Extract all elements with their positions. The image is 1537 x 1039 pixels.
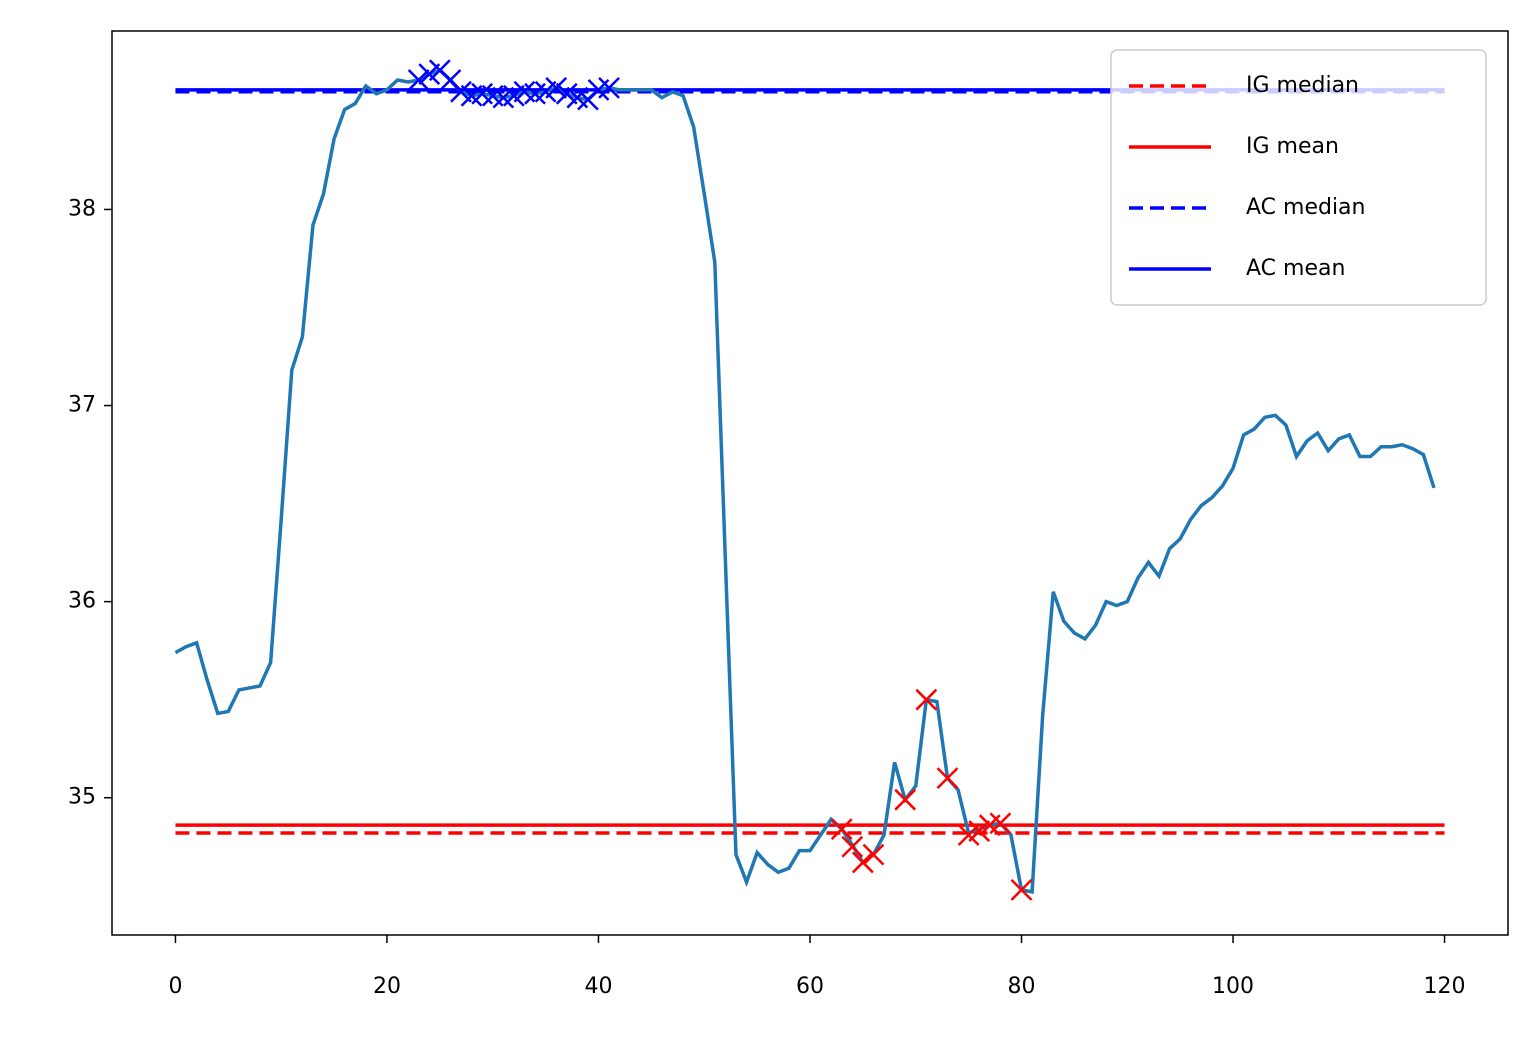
x-marker: [915, 688, 938, 711]
x-tick-label: 0: [168, 974, 182, 999]
plot-frame: [111, 30, 1509, 936]
x-marker: [1010, 879, 1033, 901]
legend-label: IG mean: [1246, 134, 1339, 159]
legend-label: AC median: [1246, 195, 1366, 220]
x-tick-label: 40: [584, 974, 612, 999]
data-line: [174, 68, 1436, 894]
x-marker: [841, 835, 864, 858]
legend-label: IG median: [1246, 73, 1359, 98]
x-marker: [936, 767, 959, 790]
x-marker: [989, 812, 1012, 835]
y-tick-label: 37: [68, 393, 96, 418]
legend-label: AC mean: [1246, 256, 1345, 281]
x-marker: [598, 76, 620, 99]
x-tick-label: 20: [373, 974, 401, 999]
x-tick-label: 80: [1008, 974, 1036, 999]
x-marker: [968, 820, 991, 842]
x-marker: [545, 76, 568, 99]
x-tick-label: 100: [1212, 974, 1254, 999]
x-marker: [830, 818, 853, 840]
x-marker: [862, 843, 885, 866]
y-tick-label: 36: [68, 589, 96, 614]
y-tick-label: 35: [68, 785, 96, 810]
legend: IG median IG mean AC median AC mean: [1110, 49, 1487, 306]
x-marker: [851, 851, 874, 874]
x-tick-label: 60: [796, 974, 824, 999]
x-marker: [407, 69, 430, 91]
x-marker: [894, 788, 917, 811]
legend-box: [1110, 49, 1487, 306]
x-tick-label: 120: [1424, 974, 1466, 999]
y-tick-label: 38: [68, 196, 96, 221]
